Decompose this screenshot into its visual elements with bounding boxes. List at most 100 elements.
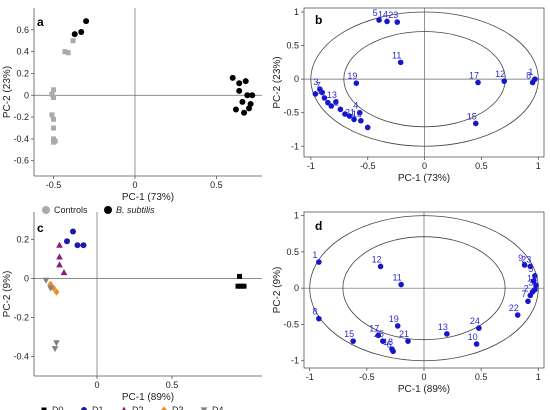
x-tick-label: 0.5 xyxy=(475,161,488,171)
x-tick-label: 0.5 xyxy=(210,180,223,190)
point-label: 19 xyxy=(347,71,357,81)
data-point xyxy=(244,92,251,99)
data-point xyxy=(325,99,331,106)
x-axis-label: PC-1 (73%) xyxy=(398,173,450,184)
point-label: 3 xyxy=(313,77,318,87)
data-point xyxy=(405,338,411,344)
point-label: 16 xyxy=(352,109,362,119)
data-point xyxy=(533,282,539,289)
data-point xyxy=(241,283,247,289)
y-tick-label: 1 xyxy=(294,211,299,221)
data-point xyxy=(364,124,371,131)
panel-letter: c xyxy=(37,221,44,235)
data-point xyxy=(229,74,236,81)
data-point xyxy=(337,106,344,113)
y-tick-label: 0.2 xyxy=(16,234,29,244)
data-point xyxy=(525,298,531,305)
legend-label: D0 xyxy=(52,405,64,410)
y-tick-label: -1 xyxy=(291,141,299,151)
data-point xyxy=(530,278,537,284)
point-label: 11 xyxy=(392,50,401,60)
data-point xyxy=(353,80,360,86)
point-label: 17 xyxy=(369,323,379,333)
data-point xyxy=(56,253,63,260)
point-label: 23 xyxy=(521,254,531,264)
data-point xyxy=(232,106,239,113)
point-label: 23 xyxy=(388,10,398,20)
data-point xyxy=(527,263,534,270)
data-point xyxy=(70,38,76,44)
data-point xyxy=(346,113,353,119)
data-point xyxy=(475,79,481,86)
correlation-ellipse xyxy=(310,11,539,147)
point-label: 12 xyxy=(495,69,505,79)
x-tick-label: -1 xyxy=(307,161,315,171)
x-tick-label: 0 xyxy=(421,372,426,382)
legend-marker xyxy=(81,407,87,410)
y-axis-label: PC-2 (23%) xyxy=(2,66,13,118)
y-tick-label: 0.5 xyxy=(286,247,299,257)
data-point xyxy=(514,312,521,318)
y-tick-label: 0.2 xyxy=(16,68,29,78)
data-point xyxy=(356,109,363,116)
plot-frame xyxy=(303,7,545,158)
y-tick-label: 0.6 xyxy=(16,25,29,35)
y-axis-label: PC-2 (9%) xyxy=(272,267,283,314)
x-tick-label: -0.5 xyxy=(46,180,62,190)
point-label: 13 xyxy=(327,90,337,100)
data-point xyxy=(42,277,50,284)
correlation-ellipse xyxy=(342,236,506,341)
data-point xyxy=(358,117,364,124)
y-tick-label: -1 xyxy=(291,356,299,366)
data-point xyxy=(532,273,538,279)
data-point xyxy=(444,331,450,337)
data-point xyxy=(319,89,325,96)
point-label: 2 xyxy=(524,283,529,293)
data-point xyxy=(60,269,68,276)
legend-marker xyxy=(122,406,126,410)
x-tick-label: 0 xyxy=(132,180,137,190)
y-tick-label: -0.5 xyxy=(283,319,299,329)
point-label: 7 xyxy=(521,289,526,299)
point-label: 11 xyxy=(392,273,401,283)
data-point xyxy=(47,285,54,292)
x-axis-label: PC-1 (73%) xyxy=(122,192,174,203)
data-point xyxy=(501,78,507,84)
y-tick-label: 0 xyxy=(24,273,29,283)
data-point xyxy=(390,348,396,355)
data-point xyxy=(70,228,76,235)
data-point xyxy=(51,346,59,353)
data-point xyxy=(312,91,319,97)
data-point xyxy=(53,340,60,347)
point-label: 14 xyxy=(527,273,537,283)
legend-label: D3 xyxy=(172,405,184,410)
point-label: 14 xyxy=(378,9,388,19)
data-point xyxy=(51,116,57,122)
data-point xyxy=(328,103,335,109)
point-label: 6 xyxy=(387,339,392,349)
panel-letter: d xyxy=(315,219,322,233)
x-tick-label: 1 xyxy=(536,161,541,171)
point-label: 22 xyxy=(509,303,519,313)
y-tick-label: -0.2 xyxy=(13,312,29,322)
point-label: 13 xyxy=(438,322,448,332)
data-point xyxy=(65,50,71,56)
data-point xyxy=(71,31,78,38)
point-label: 2 xyxy=(334,97,339,107)
y-tick-label: -0.4 xyxy=(13,134,29,144)
data-point xyxy=(51,87,57,93)
legend-label: Controls xyxy=(54,205,88,215)
x-tick-label: 1 xyxy=(536,372,541,382)
y-tick-label: 0 xyxy=(294,283,299,293)
point-label: 8 xyxy=(312,307,317,317)
point-label: 7 xyxy=(316,81,321,91)
legend-marker xyxy=(41,407,47,410)
point-label: 25 xyxy=(374,329,384,339)
x-tick-label: 0.5 xyxy=(166,380,179,390)
data-point xyxy=(333,99,339,105)
data-point xyxy=(394,323,401,329)
point-label: 19 xyxy=(389,314,399,324)
point-label: 17 xyxy=(469,71,479,81)
point-label: 5 xyxy=(373,8,378,18)
y-axis-label: PC-2 (9%) xyxy=(2,271,13,318)
